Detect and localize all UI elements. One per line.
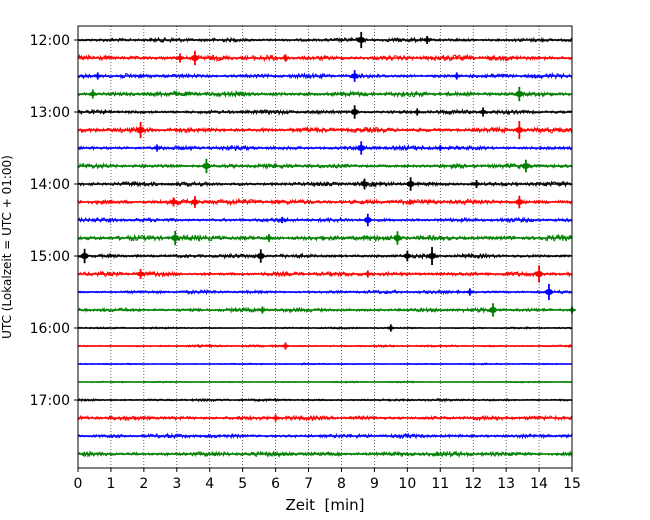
x-tick-label: 12 — [464, 476, 482, 492]
y-tick-label: 15:00 — [30, 249, 70, 265]
trace-line — [77, 432, 573, 440]
event-body — [465, 290, 474, 294]
event-body — [271, 416, 280, 420]
event-body — [403, 253, 412, 259]
event-body — [80, 253, 89, 259]
event-body — [423, 38, 432, 42]
y-tick-label: 16:00 — [30, 321, 70, 337]
y-axis-ticks: 12:00 13:00 14:00 15:00 16:00 17:00 — [30, 33, 78, 409]
event-body — [256, 253, 265, 259]
event-body — [202, 163, 211, 169]
event-body — [515, 91, 524, 97]
x-tick-label: 8 — [337, 476, 346, 492]
event-body — [136, 271, 145, 277]
event-body — [363, 272, 372, 276]
event-body — [169, 199, 178, 205]
x-tick-label: 7 — [304, 476, 313, 492]
y-tick-label: 17:00 — [30, 393, 70, 409]
trace-line — [77, 450, 573, 459]
event-body — [472, 182, 481, 186]
x-tick-label: 4 — [205, 476, 214, 492]
x-tick-label: 14 — [530, 476, 548, 492]
trace-line — [77, 213, 573, 227]
event-body — [479, 109, 488, 115]
event-body — [357, 145, 366, 151]
trace-line — [77, 105, 573, 119]
event-body — [521, 163, 530, 169]
trace-line — [77, 324, 573, 332]
event-body — [176, 55, 185, 61]
event-body — [436, 146, 445, 150]
trace-line — [77, 86, 573, 102]
event-body — [363, 217, 372, 223]
trace-line — [77, 303, 576, 317]
x-tick-label: 5 — [238, 476, 247, 492]
event-body — [452, 74, 461, 78]
trace-line — [77, 31, 573, 49]
x-tick-label: 1 — [106, 476, 115, 492]
trace-line — [77, 177, 573, 191]
y-axis-label: UTC (Lokalzeit = UTC + 01:00) — [0, 155, 14, 339]
trace-line — [77, 230, 573, 246]
event-body — [488, 307, 497, 313]
event-body — [265, 236, 274, 240]
x-tick-label: 13 — [497, 476, 515, 492]
trace-line — [77, 121, 573, 139]
event-body — [406, 181, 415, 187]
trace-line — [77, 158, 573, 174]
trace-line — [77, 195, 573, 209]
trace-line — [77, 141, 573, 155]
x-axis-ticks: 0 1 2 3 4 5 6 7 8 9 10 11 12 13 14 15 — [74, 468, 581, 492]
trace-line — [77, 362, 573, 366]
y-tick-label: 13:00 — [30, 105, 70, 121]
y-tick-label: 14:00 — [30, 177, 70, 193]
trace-line — [77, 265, 573, 283]
event-body — [413, 110, 422, 114]
x-tick-label: 11 — [431, 476, 449, 492]
x-tick-label: 9 — [370, 476, 379, 492]
event-body — [258, 308, 267, 312]
event-body — [544, 289, 553, 295]
event-body — [350, 109, 359, 115]
event-body — [171, 235, 180, 241]
x-axis-label: Zeit [min] — [285, 496, 364, 514]
x-tick-label: 10 — [398, 476, 416, 492]
event-body — [136, 127, 145, 133]
x-tick-label: 15 — [563, 476, 581, 492]
event-body — [515, 199, 524, 205]
event-body — [281, 344, 290, 348]
trace-line — [77, 342, 573, 350]
event-body — [360, 181, 369, 187]
trace-line — [77, 283, 573, 301]
x-tick-label: 6 — [271, 476, 280, 492]
event-body — [357, 37, 366, 43]
event-body — [393, 235, 402, 241]
event-body — [386, 326, 395, 330]
event-body — [88, 91, 97, 97]
trace-line — [77, 380, 573, 384]
event-body — [535, 271, 544, 277]
trace-line — [77, 50, 573, 66]
event-body — [190, 55, 199, 61]
trace-line — [77, 414, 573, 422]
event-body — [281, 56, 290, 60]
event-body — [350, 73, 359, 79]
event-body — [278, 218, 287, 222]
x-tick-label: 0 — [74, 476, 83, 492]
event-body — [153, 146, 162, 150]
event-body — [428, 253, 437, 259]
trace-line — [77, 70, 573, 82]
x-tick-label: 2 — [139, 476, 148, 492]
trace-line — [77, 397, 573, 403]
y-tick-label: 12:00 — [30, 33, 70, 49]
x-tick-label: 3 — [172, 476, 181, 492]
event-body — [190, 199, 199, 205]
plot-frame — [77, 25, 573, 469]
event-body — [515, 127, 524, 133]
trace-group — [77, 31, 576, 459]
trace-line — [77, 247, 573, 265]
event-body — [93, 74, 102, 78]
